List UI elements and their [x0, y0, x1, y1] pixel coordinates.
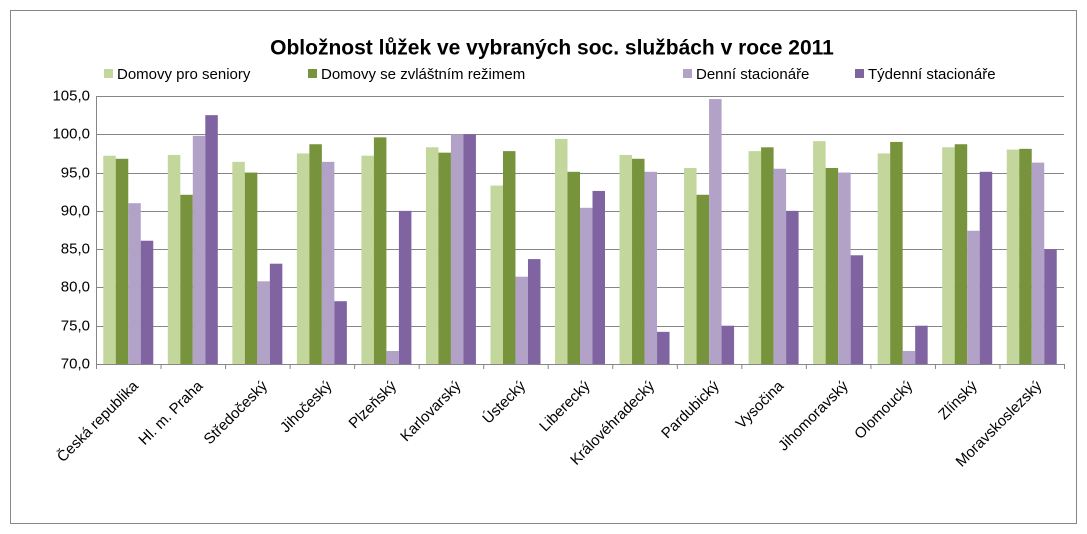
bar [180, 194, 193, 364]
legend-label: Domovy se zvláštním režimem [321, 66, 525, 83]
bar [205, 115, 218, 365]
bar [192, 135, 206, 364]
bar [813, 141, 826, 364]
y-tick-label: 80,0 [61, 278, 90, 295]
bar [334, 301, 347, 364]
bar [709, 99, 722, 364]
legend-swatch [308, 69, 317, 78]
legend-label: Týdenní stacionáře [868, 66, 996, 83]
y-tick-label: 90,0 [61, 202, 90, 219]
bar [657, 331, 670, 364]
y-tick-label: 85,0 [61, 240, 90, 257]
y-tick-label: 70,0 [61, 355, 90, 372]
bar [128, 203, 141, 364]
bar [490, 185, 503, 364]
bar [580, 207, 593, 364]
bar [877, 153, 891, 364]
bar [103, 155, 116, 364]
bar [721, 325, 735, 364]
bar [425, 147, 439, 364]
bar [502, 151, 516, 364]
bar [592, 190, 605, 364]
bar [773, 168, 787, 364]
bar [232, 161, 245, 364]
bar [450, 134, 464, 364]
bar [825, 167, 839, 364]
y-tick-label: 95,0 [61, 164, 90, 181]
bar [644, 171, 658, 364]
bar [1019, 148, 1032, 364]
legend-swatch [683, 69, 692, 78]
bar [167, 154, 181, 364]
legend-label: Denní stacionáře [696, 66, 809, 83]
bar [619, 154, 633, 364]
bar [321, 161, 335, 364]
bar [398, 210, 412, 364]
bar [942, 147, 955, 364]
bar [244, 172, 258, 364]
bar [786, 210, 799, 364]
bar [115, 158, 129, 364]
y-tick-label: 105,0 [52, 87, 90, 104]
legend-label: Domovy pro seniory [117, 66, 251, 83]
bar [979, 171, 993, 364]
bar [838, 172, 851, 364]
bar [761, 147, 774, 364]
bar [438, 152, 451, 364]
bar [967, 230, 980, 364]
legend-swatch [104, 69, 113, 78]
bar [1006, 149, 1020, 364]
bar [890, 141, 903, 364]
bar [140, 240, 154, 364]
bar [1044, 249, 1057, 364]
bar [555, 138, 568, 364]
bar [748, 151, 762, 364]
bar [309, 144, 322, 364]
bar [567, 171, 580, 364]
bar [386, 350, 399, 364]
bar [373, 137, 387, 364]
bar [850, 255, 864, 364]
bar [515, 276, 528, 364]
bar [296, 153, 310, 364]
bar [257, 281, 270, 364]
bar [1031, 162, 1045, 364]
bar [902, 350, 916, 364]
chart-title: Obložnost lůžek ve vybraných soc. službá… [270, 37, 834, 60]
bar [361, 155, 374, 364]
bar [954, 144, 968, 364]
bar [527, 259, 541, 364]
y-tick-label: 75,0 [61, 317, 90, 334]
y-tick-label: 100,0 [52, 125, 90, 142]
bar [915, 325, 928, 364]
bar [269, 263, 283, 364]
legend-swatch [855, 69, 864, 78]
bar [632, 158, 645, 364]
bar [684, 167, 697, 364]
bar [696, 194, 710, 364]
bar [463, 134, 476, 364]
